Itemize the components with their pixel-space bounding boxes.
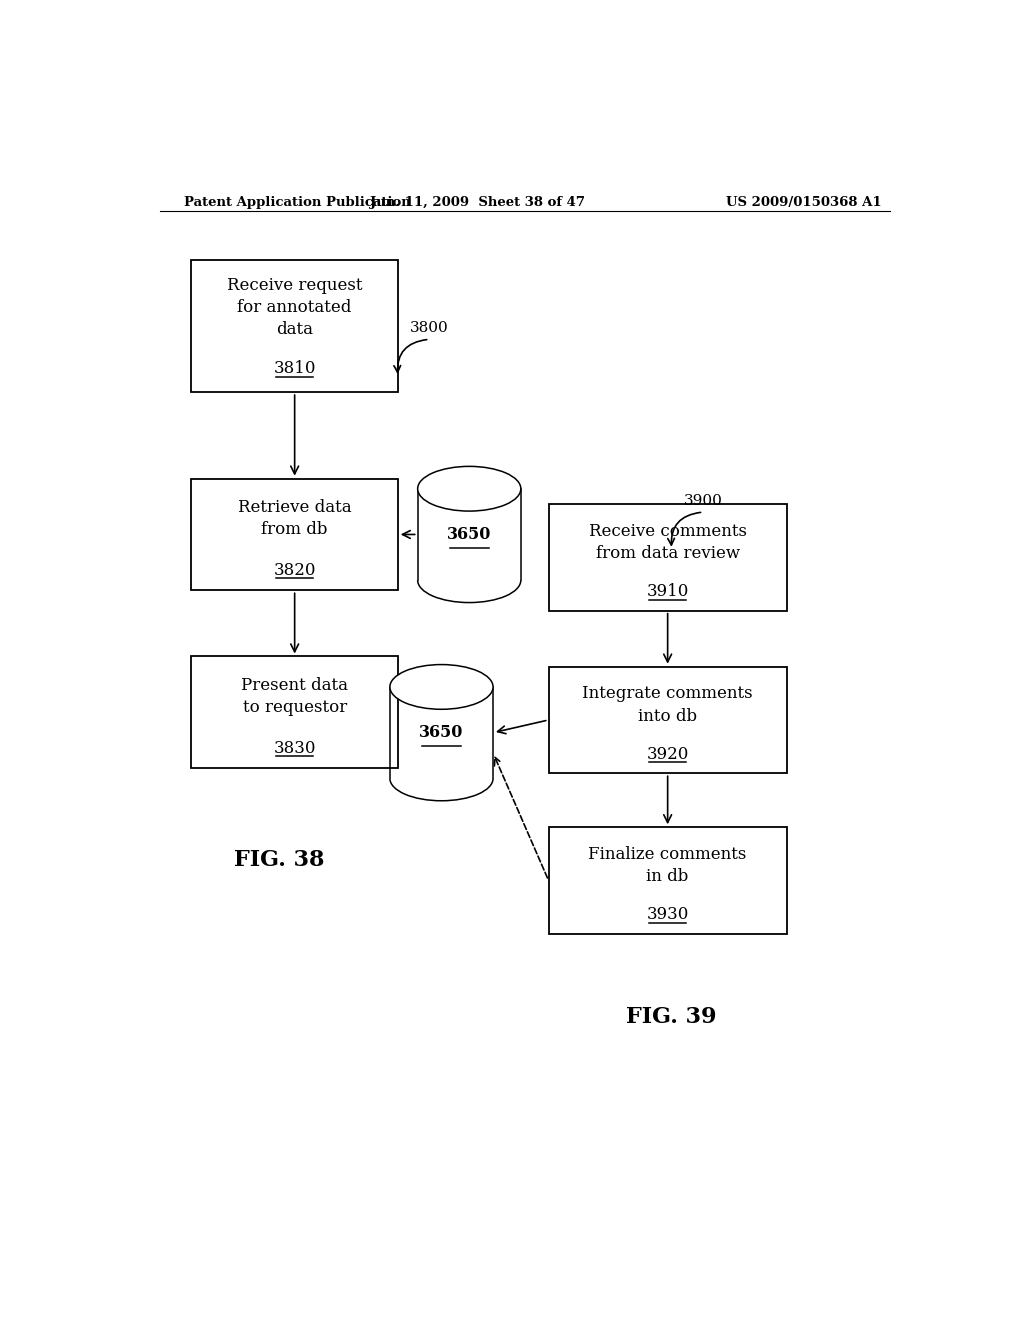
Text: FIG. 38: FIG. 38 [233,849,324,871]
Text: Receive comments
from data review: Receive comments from data review [589,523,746,562]
Bar [549,667,786,774]
Text: US 2009/0150368 A1: US 2009/0150368 A1 [726,195,882,209]
Text: Integrate comments
into db: Integrate comments into db [583,685,753,725]
Bar [191,479,397,590]
Text: Receive request
for annotated
data: Receive request for annotated data [227,277,362,338]
Ellipse shape [390,664,494,709]
Text: 3900: 3900 [684,494,722,508]
Text: 3800: 3800 [410,321,449,335]
Text: 3820: 3820 [273,562,316,578]
Text: 3650: 3650 [419,725,464,741]
Bar [549,504,786,611]
Text: Present data
to requestor: Present data to requestor [242,677,348,717]
Text: 3830: 3830 [273,739,316,756]
Bar [191,260,397,392]
Bar [549,828,786,935]
Bar [418,488,521,581]
Text: Jun. 11, 2009  Sheet 38 of 47: Jun. 11, 2009 Sheet 38 of 47 [370,195,585,209]
Bar [390,686,494,779]
Text: 3930: 3930 [646,907,689,923]
Text: 3650: 3650 [447,525,492,543]
Bar [191,656,397,768]
Text: 3810: 3810 [273,360,316,378]
Text: FIG. 39: FIG. 39 [627,1006,717,1028]
Text: Retrieve data
from db: Retrieve data from db [238,499,351,539]
Text: Patent Application Publication: Patent Application Publication [183,195,411,209]
Text: 3920: 3920 [646,746,689,763]
Text: 3910: 3910 [646,583,689,601]
Ellipse shape [418,466,521,511]
Text: Finalize comments
in db: Finalize comments in db [589,846,746,886]
